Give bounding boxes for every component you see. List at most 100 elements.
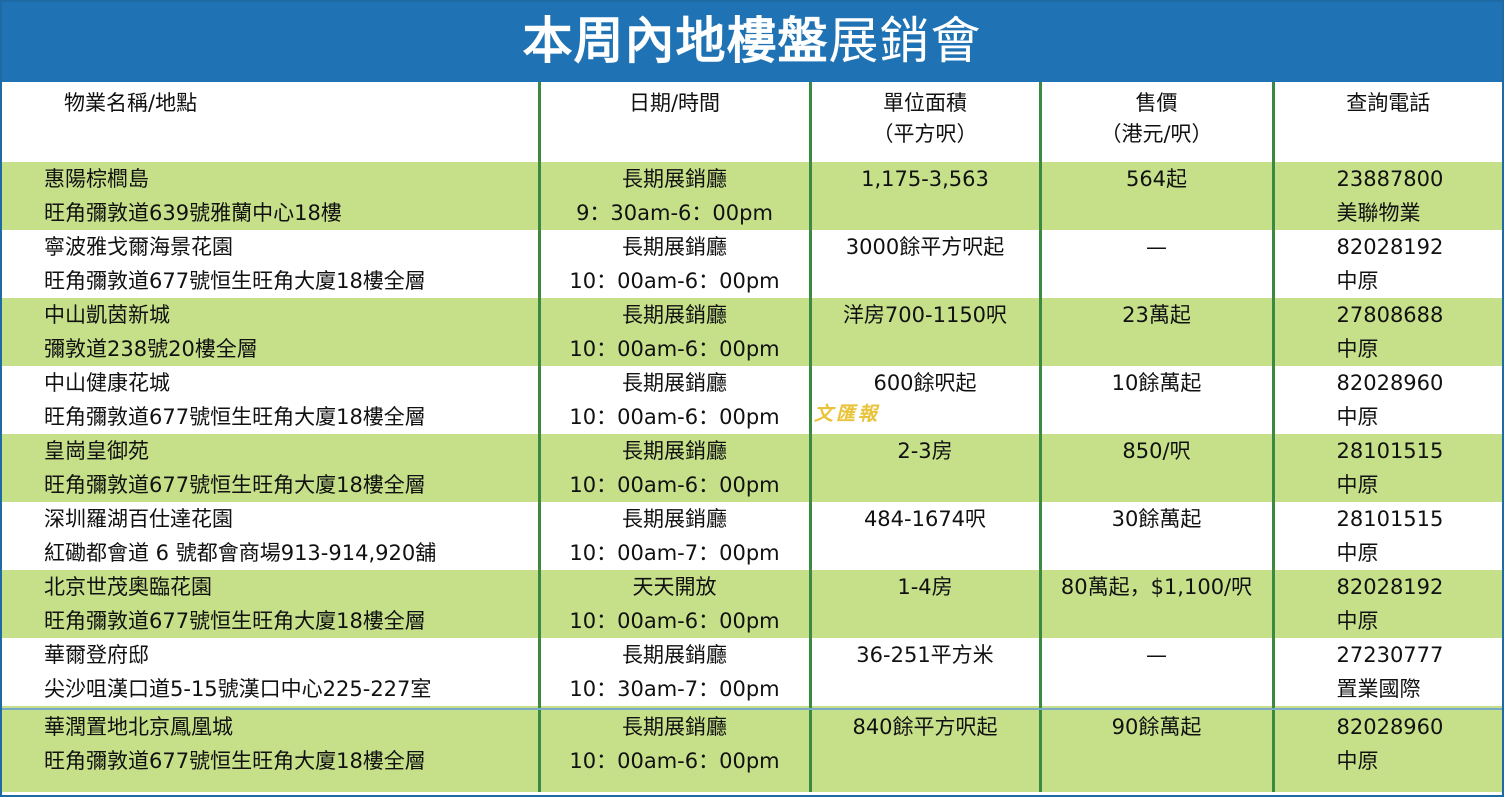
table-row: 中山凱茵新城 彌敦道238號20樓全層 長期展銷廳 10：00am-6：00pm 洋房7… xyxy=(2,298,1502,366)
price: 850/呎 xyxy=(1122,439,1191,463)
price: 90餘萬起 xyxy=(1111,715,1202,739)
table-row: 中山健康花城 旺角彌敦道677號恒生旺角大廈18樓全層 長期展銷廳 10：00am-6… xyxy=(2,366,1502,434)
price: 10餘萬起 xyxy=(1111,371,1202,395)
table-cell: 28101515 中原 xyxy=(1271,502,1502,570)
table-row: 北京世茂奧臨花園 旺角彌敦道677號恒生旺角大廈18樓全層 天天開放 10：00am-… xyxy=(2,570,1502,638)
table-cell: 洋房700-1150呎 xyxy=(808,298,1040,366)
opening-hours: 10：00am-6：00pm xyxy=(569,269,780,293)
opening-hours: 10：30am-7：00pm xyxy=(569,677,780,701)
header-date: 日期/時間 xyxy=(537,82,810,162)
property-address: 旺角彌敦道677號恒生旺角大廈18樓全層 xyxy=(44,749,426,773)
property-address: 尖沙咀漢口道5-15號漢口中心225-227室 xyxy=(44,677,432,701)
table-cell: 華潤置地北京鳳凰城旺角彌敦道677號恒生旺角大廈18樓全層 xyxy=(2,706,539,792)
unit-area: 1-4房 xyxy=(897,575,953,599)
table-cell: 天天開放 10：00am-6：00pm xyxy=(537,570,810,638)
table-cell: 23萬起 xyxy=(1038,298,1273,366)
agent-name: 置業國際 xyxy=(1336,677,1421,701)
table-cell: — xyxy=(1038,230,1273,298)
table-cell: 840餘平方呎起 xyxy=(808,706,1040,792)
table-cell: 長期展銷廳 10：00am-6：00pm xyxy=(537,366,810,434)
opening-hours: 9：30am-6：00pm xyxy=(576,201,773,225)
table-cell: 1,175-3,563 xyxy=(808,162,1040,230)
table-cell: 深圳羅湖百仕達花園 紅磡都會道 6 號都會商場913-914,920舖 xyxy=(2,502,539,570)
phone-number: 82028192 xyxy=(1336,235,1444,259)
opening-hours: 10：00am-7：00pm xyxy=(569,541,780,565)
price: 30餘萬起 xyxy=(1111,507,1202,531)
opening-hours: 10：00am-6：00pm xyxy=(569,473,780,497)
newspaper-watermark: 文匯報 xyxy=(814,403,881,425)
table-cell: 長期展銷廳 10：30am-7：00pm xyxy=(537,638,810,706)
unit-area: 840餘平方呎起 xyxy=(852,715,998,739)
header-phone: 查詢電話 xyxy=(1271,82,1502,162)
property-address: 旺角彌敦道677號恒生旺角大廈18樓全層 xyxy=(44,473,426,497)
property-exhibition-table: 物業名稱/地點 日期/時間 單位面積 （平方呎） 售價 （港元/呎） 查詢電話 惠陽… xyxy=(2,82,1502,792)
agent-name: 美聯物業 xyxy=(1336,201,1421,225)
title-bold: 本周內地樓盤 xyxy=(522,12,829,70)
opening-hours: 10：00am-6：00pm xyxy=(569,749,780,773)
phone-number: 27230777 xyxy=(1336,643,1444,667)
table-cell: 惠陽棕櫚島 旺角彌敦道639號雅蘭中心18樓 xyxy=(2,162,539,230)
price: 564起 xyxy=(1125,167,1188,191)
agent-name: 中原 xyxy=(1336,749,1379,773)
table-cell: 82028192 中原 xyxy=(1271,230,1502,298)
property-name: 寧波雅戈爾海景花園 xyxy=(44,235,233,259)
table-cell: 23887800 美聯物業 xyxy=(1271,162,1502,230)
venue: 長期展銷廳 xyxy=(622,643,727,667)
unit-area: 1,175-3,563 xyxy=(861,167,989,191)
header-area: 單位面積 （平方呎） xyxy=(808,82,1040,162)
title-bar: 本周內地樓盤展銷會 xyxy=(2,2,1502,82)
table-cell: 長期展銷廳 10：00am-6：00pm xyxy=(537,298,810,366)
table-cell: 82028960 中原 xyxy=(1271,366,1502,434)
unit-area: 3000餘平方呎起 xyxy=(845,235,1005,259)
table-cell: 長期展銷廳 10：00am-6：00pm xyxy=(537,434,810,502)
venue: 長期展銷廳 xyxy=(622,507,727,531)
table-cell: 80萬起，$1,100/呎 xyxy=(1038,570,1273,638)
venue: 長期展銷廳 xyxy=(622,715,727,739)
page-title: 本周內地樓盤展銷會 xyxy=(523,10,982,72)
unit-area: 洋房700-1150呎 xyxy=(842,303,1008,327)
table-cell: 中山健康花城旺角彌敦道677號恒生旺角大廈18樓全層 xyxy=(2,366,539,434)
venue: 天天開放 xyxy=(632,575,717,599)
row-divider xyxy=(2,708,1502,710)
table-cell: 850/呎 xyxy=(1038,434,1273,502)
property-address: 旺角彌敦道639號雅蘭中心18樓 xyxy=(44,201,342,225)
property-address: 彌敦道238號20樓全層 xyxy=(44,337,258,361)
table-cell: 27808688 中原 xyxy=(1271,298,1502,366)
property-name: 中山健康花城 xyxy=(44,371,170,395)
property-name: 華潤置地北京鳳凰城 xyxy=(44,715,233,739)
header-name: 物業名稱/地點 xyxy=(64,91,198,115)
unit-area: 36-251平方米 xyxy=(856,643,994,667)
table-cell: 2-3房 xyxy=(808,434,1040,502)
table-cell: 寧波雅戈爾海景花園 旺角彌敦道677號恒生旺角大廈18樓全層 xyxy=(2,230,539,298)
header-price: 售價 （港元/呎） xyxy=(1038,82,1273,162)
table-cell: 564起 xyxy=(1038,162,1273,230)
table-cell: 長期展銷廳 10：00am-7：00pm xyxy=(537,502,810,570)
price: — xyxy=(1146,235,1167,259)
table-row: 華爾登府邸 尖沙咀漢口道5-15號漢口中心225-227室 長期展銷廳 10：30am… xyxy=(2,638,1502,706)
agent-name: 中原 xyxy=(1336,473,1379,497)
table-row: 華潤置地北京鳳凰城旺角彌敦道677號恒生旺角大廈18樓全層 長期展銷廳 10：00a… xyxy=(2,706,1502,792)
agent-name: 中原 xyxy=(1336,609,1379,633)
table-cell: 82028960 中原 xyxy=(1271,706,1502,792)
table-cell: 27230777 置業國際 xyxy=(1271,638,1502,706)
table-cell: 北京世茂奧臨花園 旺角彌敦道677號恒生旺角大廈18樓全層 xyxy=(2,570,539,638)
property-address: 旺角彌敦道677號恒生旺角大廈18樓全層 xyxy=(44,405,426,429)
property-address: 旺角彌敦道677號恒生旺角大廈18樓全層 xyxy=(44,609,426,633)
table-cell: 82028192 中原 xyxy=(1271,570,1502,638)
table-cell: 10餘萬起 xyxy=(1038,366,1273,434)
phone-number: 82028192 xyxy=(1336,575,1444,599)
property-name: 深圳羅湖百仕達花園 xyxy=(44,507,233,531)
opening-hours: 10：00am-6：00pm xyxy=(569,405,780,429)
agent-name: 中原 xyxy=(1336,405,1379,429)
table-cell: 90餘萬起 xyxy=(1038,706,1273,792)
phone-number: 28101515 xyxy=(1336,439,1444,463)
table-cell: 皇崗皇御苑 旺角彌敦道677號恒生旺角大廈18樓全層 xyxy=(2,434,539,502)
table-cell: 36-251平方米 xyxy=(808,638,1040,706)
table-cell: 3000餘平方呎起 xyxy=(808,230,1040,298)
table-cell: 30餘萬起 xyxy=(1038,502,1273,570)
header-row: 物業名稱/地點 日期/時間 單位面積 （平方呎） 售價 （港元/呎） 查詢電話 xyxy=(2,82,1502,162)
phone-number: 82028960 xyxy=(1336,715,1444,739)
phone-number: 23887800 xyxy=(1336,167,1444,191)
phone-number: 82028960 xyxy=(1336,371,1444,395)
